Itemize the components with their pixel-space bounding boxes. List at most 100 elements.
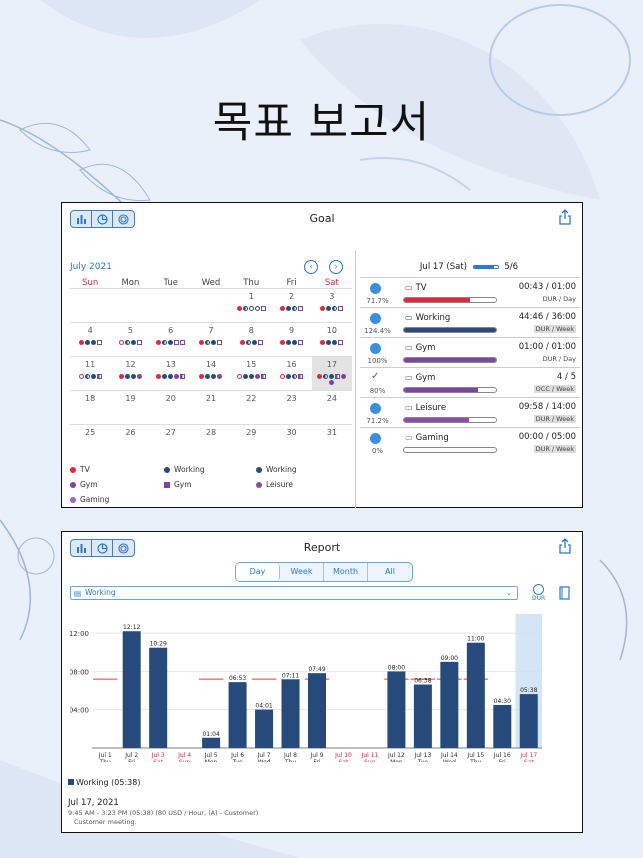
y-tick-label: 04:00 [70, 707, 89, 715]
day-number: 17 [326, 360, 337, 369]
goal-marker [90, 340, 96, 345]
share-icon[interactable] [559, 209, 571, 229]
calendar-day-29[interactable]: 29 [231, 425, 271, 458]
calendar-day-17[interactable]: 17 [311, 357, 352, 390]
calendar-day-19[interactable]: 19 [110, 391, 150, 424]
goal-label: Gym [415, 373, 436, 383]
x-tick-day: Thu [284, 759, 296, 762]
bar-jul-7 [255, 709, 274, 748]
goal-marker [211, 340, 217, 345]
bar-jul-12 [387, 671, 406, 748]
calendar-day-22[interactable]: 22 [231, 391, 271, 424]
calendar-day-16[interactable]: 16 [271, 357, 311, 390]
calendar-day-25[interactable]: 25 [70, 425, 110, 458]
calendar-week: 1 2 3 [70, 288, 352, 322]
x-tick-day: Wed [443, 759, 456, 762]
goal-markers [110, 340, 150, 345]
view-switcher[interactable] [70, 539, 135, 557]
data-label: 09:00 [441, 655, 458, 662]
pie-chart-icon[interactable] [92, 540, 113, 556]
pie-chart-icon[interactable] [92, 211, 113, 227]
calendar-day-20[interactable]: 20 [151, 391, 191, 424]
goal-markers [312, 340, 352, 345]
calendar-day-8[interactable]: 8 [231, 323, 271, 356]
prev-month-icon[interactable]: ‹ [304, 260, 318, 274]
x-tick-day: Sat [153, 759, 163, 762]
target-icon[interactable] [113, 211, 134, 227]
goal-row-gaming[interactable]: 0% ▭ Gaming 00:00 / 05:00 DUR / Week [360, 427, 580, 457]
check-icon: ✓ [371, 371, 380, 382]
calendar-day-28[interactable]: 28 [191, 425, 231, 458]
calendar-day-23[interactable]: 23 [271, 391, 311, 424]
bar-chart-icon[interactable] [71, 211, 92, 227]
bar-chart-icon[interactable] [71, 540, 92, 556]
calendar-day-26[interactable]: 26 [110, 425, 150, 458]
calendar-day-31[interactable]: 31 [312, 425, 352, 458]
day-number: 26 [125, 428, 136, 437]
goal-marker [242, 306, 248, 311]
goal-row-gym[interactable]: 100% ▭ Gym 01:00 / 01:00 DUR / Day [360, 337, 580, 367]
share-icon[interactable] [559, 538, 571, 558]
goal-marker [130, 374, 136, 379]
goal-row-leisure[interactable]: 71.2% ▭ Leisure 09:58 / 14:00 DUR / Week [360, 397, 580, 427]
calendar-day-4[interactable]: 4 [70, 323, 110, 356]
next-month-icon[interactable]: › [329, 260, 343, 274]
goal-marker [286, 306, 292, 311]
calendar-day-10[interactable]: 10 [312, 323, 352, 356]
calendar-day-6[interactable]: 6 [151, 323, 191, 356]
goal-unit: DUR / Day [542, 295, 576, 303]
goal-row-gym[interactable]: ✓ 80% ▭ Gym 4 / 5 OCC / Week [360, 367, 580, 397]
x-tick-date: Jul 7 [257, 752, 271, 759]
data-label: 05:38 [520, 687, 537, 694]
legend-label: TV [80, 465, 90, 474]
goal-value: 00:00 / 05:00 [518, 432, 576, 442]
activity-select[interactable]: ▤ Working ⌄ [70, 586, 518, 600]
goal-marker [174, 340, 180, 345]
calendar-day-1[interactable]: 1 [231, 289, 271, 322]
view-switcher[interactable] [70, 210, 135, 228]
data-label: 06:38 [414, 678, 431, 685]
calendar-day-11[interactable]: 11 [70, 357, 110, 390]
goal-marker [298, 340, 304, 345]
goal-unit: DUR / Week [533, 325, 576, 333]
tab-all[interactable]: All [385, 567, 395, 576]
book-icon[interactable] [559, 585, 570, 604]
tab-month[interactable]: Month [324, 563, 368, 581]
calendar-day-9[interactable]: 9 [271, 323, 311, 356]
calendar-day-14[interactable]: 14 [191, 357, 231, 390]
calendar-day-18[interactable]: 18 [70, 391, 110, 424]
goal-marker [217, 340, 223, 345]
goal-marker [211, 374, 217, 379]
calendar-day-2[interactable]: 2 [271, 289, 311, 322]
day-number: 20 [165, 394, 176, 403]
calendar-day-12[interactable]: 12 [110, 357, 150, 390]
goal-markers [271, 374, 311, 379]
tab-week[interactable]: Week [280, 563, 324, 581]
x-tick-date: Jul 1 [98, 752, 112, 759]
goal-row-working[interactable]: 124.4% ▭ Working 44:46 / 36:00 DUR / Week [360, 307, 580, 337]
calendar-day-30[interactable]: 30 [271, 425, 311, 458]
calendar-day-7[interactable]: 7 [191, 323, 231, 356]
goal-marker [180, 340, 186, 345]
legend-marker [164, 481, 170, 488]
legend-label: Gym [174, 480, 192, 489]
bar-jul-8 [281, 679, 300, 748]
bar-jul-15 [466, 642, 485, 748]
goal-row-tv[interactable]: 71.7% ▭ TV 00:43 / 01:00 DUR / Day [360, 277, 580, 307]
calendar-day-3[interactable]: 3 [312, 289, 352, 322]
target-icon[interactable] [113, 540, 134, 556]
calendar-day-27[interactable]: 27 [151, 425, 191, 458]
data-label: 04:30 [494, 698, 511, 705]
calendar-day-5[interactable]: 5 [110, 323, 150, 356]
weekday-wed: Wed [201, 278, 221, 288]
calendar-day-21[interactable]: 21 [191, 391, 231, 424]
calendar-day-24[interactable]: 24 [312, 391, 352, 424]
day-number: 3 [329, 292, 335, 301]
goal-markers [312, 306, 352, 311]
tab-day[interactable]: Day [236, 563, 280, 581]
day-number: 2 [289, 292, 295, 301]
calendar-day-15[interactable]: 15 [231, 357, 271, 390]
legend-item: Gym [164, 480, 192, 489]
calendar-day-13[interactable]: 13 [151, 357, 191, 390]
duration-toggle[interactable]: DUR [532, 584, 545, 602]
